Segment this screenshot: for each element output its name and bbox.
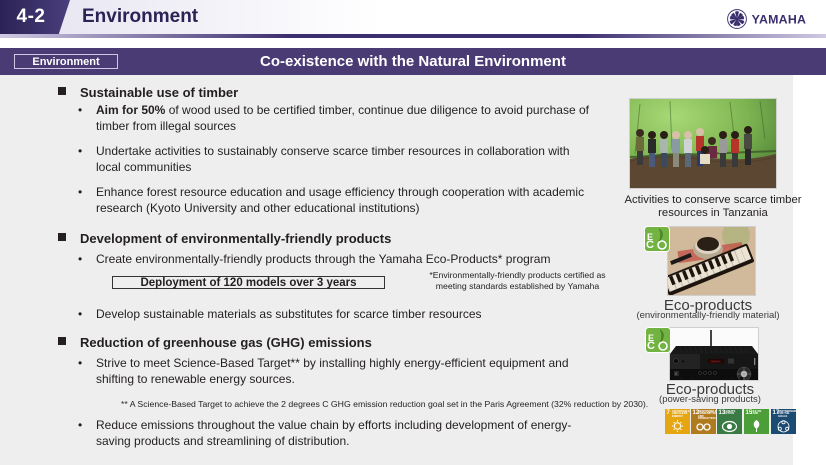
svg-text:YAMAHA: YAMAHA <box>710 359 721 363</box>
svg-text:C: C <box>646 239 654 251</box>
svg-text:YAMAHA: YAMAHA <box>751 13 805 27</box>
svg-text:C: C <box>647 340 655 352</box>
